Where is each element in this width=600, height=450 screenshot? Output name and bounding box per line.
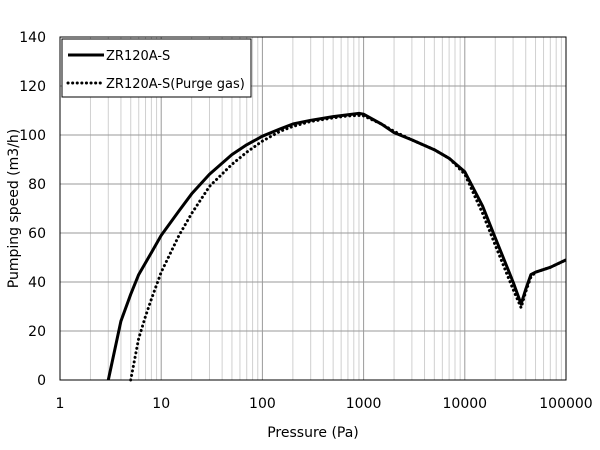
y-tick-label: 100 — [19, 128, 46, 144]
series-layer — [106, 111, 568, 382]
legend: ZR120A-S ZR120A-S(Purge gas) — [61, 38, 252, 98]
y-tick-label: 0 — [37, 373, 46, 389]
x-tick-label: 10000 — [443, 396, 488, 412]
x-tick-label: 1000 — [346, 396, 382, 412]
plot-frame — [59, 36, 567, 381]
series-line-2 — [129, 113, 568, 382]
x-tick-label: 10 — [152, 396, 170, 412]
legend-label: ZR120A-S(Purge gas) — [106, 77, 245, 92]
y-axis-title: Pumping speed (m3/h) — [6, 129, 22, 289]
y-tick-label: 80 — [28, 177, 46, 193]
x-axis-ticks: 1 10 100 1000 10000 100000 — [56, 396, 593, 412]
series-line-1 — [106, 111, 567, 381]
x-tick-label: 100000 — [539, 396, 592, 412]
y-tick-label: 140 — [19, 30, 46, 46]
legend-label: ZR120A-S — [106, 49, 170, 64]
y-axis-ticks: 0 20 40 60 80 100 120 140 — [19, 30, 46, 389]
y-tick-label: 120 — [19, 79, 46, 95]
y-tick-label: 20 — [28, 324, 46, 340]
y-tick-label: 60 — [28, 226, 46, 242]
legend-box — [61, 38, 252, 98]
x-axis-title: Pressure (Pa) — [267, 425, 359, 441]
y-tick-label: 40 — [28, 275, 46, 291]
x-tick-label: 1 — [56, 396, 65, 412]
x-tick-label: 100 — [249, 396, 276, 412]
